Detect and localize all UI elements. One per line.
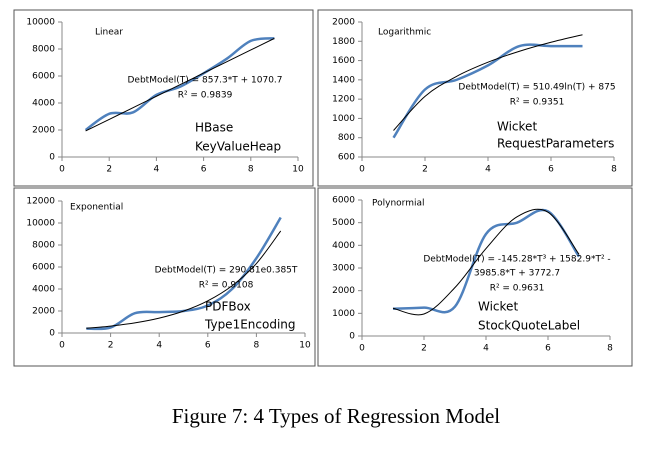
x-tick-label: 0: [59, 165, 65, 175]
annotation: DebtModel(T) = 857.3*T + 1070.7: [127, 76, 282, 86]
annotation: StockQuoteLabel: [478, 319, 580, 333]
annotation: Type1Encoding: [204, 318, 296, 332]
y-tick-label: 3000: [332, 264, 355, 274]
y-tick-label: 12000: [26, 197, 55, 207]
annotation: DebtModel(T) = -145.28*T³ + 1582.9*T² -: [423, 255, 610, 265]
chart-title: Exponential: [70, 203, 123, 213]
annotation: R² = 0.9108: [199, 281, 254, 291]
x-tick-label: 4: [485, 165, 491, 175]
y-tick-label: 0: [349, 332, 355, 342]
x-tick-label: 8: [607, 344, 613, 354]
y-tick-label: 4000: [332, 241, 355, 251]
y-tick-label: 1200: [332, 95, 355, 105]
annotation: Wicket: [478, 300, 518, 314]
annotation: KeyValueHeap: [195, 140, 281, 154]
annotation: 3985.8*T + 3772.7: [474, 269, 560, 279]
y-tick-label: 2000: [32, 307, 55, 317]
y-tick-label: 1800: [332, 37, 355, 47]
x-tick-label: 8: [254, 341, 260, 351]
y-tick-label: 6000: [32, 263, 55, 273]
data-line: [392, 208, 581, 314]
trend-line: [392, 208, 580, 316]
caption: Figure 7: 4 Types of Regression Model: [172, 404, 500, 428]
y-tick-label: 8000: [32, 241, 55, 251]
x-tick-label: 4: [154, 165, 160, 175]
y-tick-label: 1000: [332, 114, 355, 124]
y-tick-label: 10000: [26, 219, 55, 229]
chart-frame: [13, 9, 314, 187]
chart-frame: [317, 9, 633, 187]
x-tick-label: 6: [548, 165, 554, 175]
y-tick-label: 1400: [332, 75, 355, 85]
x-tick-label: 8: [248, 165, 254, 175]
y-tick-label: 0: [49, 153, 55, 163]
x-tick-label: 6: [545, 344, 551, 354]
x-tick-label: 2: [106, 165, 112, 175]
y-tick-label: 4000: [32, 99, 55, 109]
y-tick-label: 2000: [332, 18, 355, 28]
y-tick-label: 1600: [332, 56, 355, 66]
annotation: PDFBox: [205, 300, 251, 314]
x-tick-label: 6: [201, 165, 207, 175]
x-tick-label: 0: [359, 344, 365, 354]
chart-title: Linear: [95, 28, 123, 38]
x-tick-label: 2: [421, 344, 427, 354]
annotation: RequestParameters: [497, 137, 614, 151]
y-tick-label: 6000: [332, 196, 355, 206]
trend-line: [86, 230, 282, 329]
chart-frame: [317, 187, 633, 367]
x-tick-label: 0: [359, 165, 365, 175]
y-tick-label: 2000: [332, 286, 355, 296]
x-tick-label: 10: [292, 165, 304, 175]
data-line: [84, 36, 275, 132]
x-tick-label: 8: [611, 165, 617, 175]
y-tick-label: 1000: [332, 309, 355, 319]
chart-title: Logarithmic: [378, 28, 431, 38]
y-tick-label: 800: [338, 133, 355, 143]
annotation: R² = 0.9839: [178, 91, 233, 101]
x-tick-label: 2: [108, 341, 114, 351]
trend-line: [85, 37, 275, 132]
y-tick-label: 10000: [26, 18, 55, 28]
annotation: R² = 0.9351: [510, 98, 565, 108]
annotation: HBase: [195, 121, 233, 135]
y-tick-label: 6000: [32, 72, 55, 82]
annotation: Wicket: [497, 120, 537, 134]
y-tick-label: 2000: [32, 126, 55, 136]
data-line: [392, 43, 583, 139]
y-tick-label: 5000: [332, 218, 355, 228]
y-tick-label: 0: [49, 329, 55, 339]
y-tick-label: 4000: [32, 285, 55, 295]
x-tick-label: 0: [59, 341, 65, 351]
x-tick-label: 2: [422, 165, 428, 175]
x-tick-label: 10: [299, 341, 311, 351]
x-tick-label: 4: [156, 341, 162, 351]
chart-frame: [13, 187, 316, 367]
trend-line: [393, 34, 583, 131]
y-tick-label: 8000: [32, 45, 55, 55]
x-tick-label: 6: [205, 341, 211, 351]
annotation: R² = 0.9631: [490, 284, 545, 294]
annotation: DebtModel(T) = 510.49ln(T) + 875: [458, 83, 615, 93]
y-tick-label: 600: [338, 153, 355, 163]
chart-title: Polynormial: [372, 199, 424, 209]
annotation: DebtModel(T) = 290.81e0.385T: [155, 266, 298, 276]
x-tick-label: 4: [483, 344, 489, 354]
